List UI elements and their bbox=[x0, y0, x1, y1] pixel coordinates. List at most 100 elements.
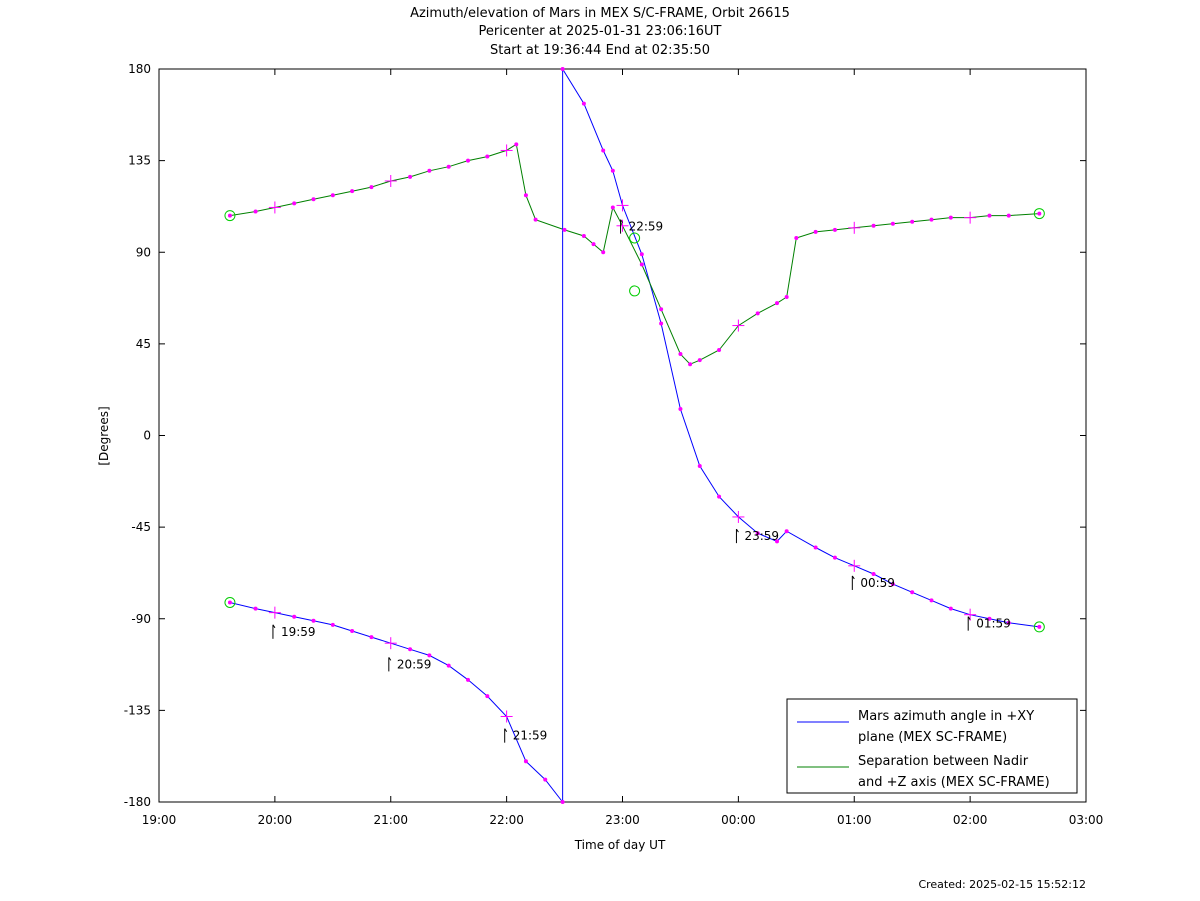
x-tick-label: 00:00 bbox=[721, 813, 756, 827]
data-point bbox=[659, 321, 664, 326]
data-point bbox=[330, 622, 335, 627]
y-tick-label: 0 bbox=[143, 429, 151, 443]
data-point bbox=[890, 221, 895, 226]
data-point bbox=[832, 227, 837, 232]
data-point bbox=[543, 777, 548, 782]
annotation-arrow bbox=[620, 219, 623, 223]
data-point bbox=[755, 311, 760, 316]
time-annotation-label: 22:59 bbox=[629, 220, 664, 234]
data-point bbox=[523, 759, 528, 764]
data-point bbox=[871, 571, 876, 576]
data-point bbox=[813, 229, 818, 234]
chart-subtitle-range: Start at 19:36:44 End at 02:35:50 bbox=[489, 43, 711, 58]
data-point bbox=[446, 164, 451, 169]
x-tick-label: 02:00 bbox=[953, 813, 988, 827]
data-point bbox=[369, 185, 374, 190]
marker-layer bbox=[224, 67, 1045, 804]
data-point bbox=[678, 407, 683, 412]
data-point bbox=[562, 227, 567, 232]
data-point bbox=[794, 235, 799, 240]
x-tick-label: 01:00 bbox=[837, 813, 872, 827]
data-point bbox=[533, 217, 538, 222]
data-point bbox=[601, 148, 606, 153]
data-point bbox=[697, 464, 702, 469]
y-tick-label: 90 bbox=[136, 245, 151, 259]
x-tick-label: 19:00 bbox=[142, 813, 177, 827]
data-point bbox=[987, 616, 992, 621]
created-timestamp: Created: 2025-02-15 15:52:12 bbox=[918, 878, 1086, 891]
data-point bbox=[369, 635, 374, 640]
data-point bbox=[987, 213, 992, 218]
data-point bbox=[427, 653, 432, 658]
data-point bbox=[408, 647, 413, 652]
time-annotation-label: 23:59 bbox=[744, 529, 779, 543]
time-annotation-label: 00:59 bbox=[860, 576, 895, 590]
data-point bbox=[292, 201, 297, 206]
x-tick-label: 23:00 bbox=[605, 813, 640, 827]
event-circle-marker bbox=[224, 210, 236, 222]
time-annotation-label: 19:59 bbox=[281, 625, 316, 639]
legend-label-azimuth-1: Mars azimuth angle in +XY bbox=[858, 709, 1034, 724]
data-point bbox=[639, 252, 644, 257]
chart-title: Azimuth/elevation of Mars in MEX S/C-FRA… bbox=[410, 6, 790, 21]
data-point bbox=[253, 606, 258, 611]
data-point bbox=[639, 262, 644, 267]
legend-label-separation-1: Separation between Nadir bbox=[858, 754, 1029, 769]
annotation-arrow bbox=[851, 575, 855, 580]
series-layer bbox=[229, 68, 1040, 803]
y-tick-label: -135 bbox=[124, 703, 151, 717]
data-point bbox=[890, 582, 895, 587]
data-point bbox=[466, 677, 470, 682]
y-axis-label: [Degrees] bbox=[97, 406, 111, 465]
y-tick-label: -180 bbox=[124, 795, 151, 809]
data-point bbox=[350, 189, 355, 194]
event-circle-marker bbox=[224, 596, 236, 608]
data-point bbox=[227, 213, 232, 218]
chart-subtitle-pericenter: Pericenter at 2025-01-31 23:06:16UT bbox=[478, 24, 722, 39]
data-point bbox=[910, 590, 915, 595]
event-circle-marker bbox=[629, 285, 641, 297]
y-tick-label: 45 bbox=[136, 337, 151, 351]
annotation-arrow bbox=[388, 657, 392, 661]
data-point bbox=[659, 307, 664, 312]
series-line-1 bbox=[229, 143, 1040, 365]
data-point bbox=[717, 347, 722, 352]
y-tick-label: -90 bbox=[131, 612, 151, 626]
event-circle-marker bbox=[629, 232, 641, 244]
data-point bbox=[485, 694, 490, 699]
data-point bbox=[253, 209, 258, 214]
x-tick-label: 21:00 bbox=[373, 813, 408, 827]
legend-label-azimuth-2: plane (MEX SC-FRAME) bbox=[858, 730, 1007, 745]
data-point bbox=[581, 101, 586, 106]
plot-frame bbox=[158, 68, 1087, 803]
data-point bbox=[688, 362, 693, 367]
data-point bbox=[610, 205, 615, 210]
data-point bbox=[591, 242, 596, 247]
x-tick-label: 20:00 bbox=[258, 813, 293, 827]
data-point bbox=[697, 358, 702, 363]
data-point bbox=[775, 539, 779, 544]
data-point bbox=[350, 628, 355, 633]
data-point bbox=[929, 217, 934, 222]
time-annotation-label: 20:59 bbox=[397, 657, 432, 671]
data-point bbox=[1006, 620, 1011, 625]
data-point bbox=[910, 219, 915, 224]
y-tick-label: 180 bbox=[128, 62, 151, 76]
data-point bbox=[581, 233, 586, 238]
data-point bbox=[813, 545, 818, 550]
data-point bbox=[227, 600, 232, 605]
data-point bbox=[775, 301, 779, 306]
series-line-0 bbox=[229, 68, 1040, 803]
time-annotation-label: 21:59 bbox=[513, 729, 548, 743]
x-tick-label: 22:00 bbox=[489, 813, 524, 827]
data-point bbox=[311, 197, 316, 202]
annotation-arrow bbox=[272, 624, 276, 629]
data-point bbox=[514, 142, 519, 147]
data-point bbox=[784, 529, 789, 534]
data-point bbox=[755, 531, 760, 536]
data-point bbox=[784, 295, 789, 300]
axis-ticks: 19:00 20:00 21:00 22:00 23:00 00:00 01:00 02:00… bbox=[124, 62, 1104, 827]
data-point bbox=[560, 67, 565, 71]
data-point bbox=[466, 158, 470, 163]
